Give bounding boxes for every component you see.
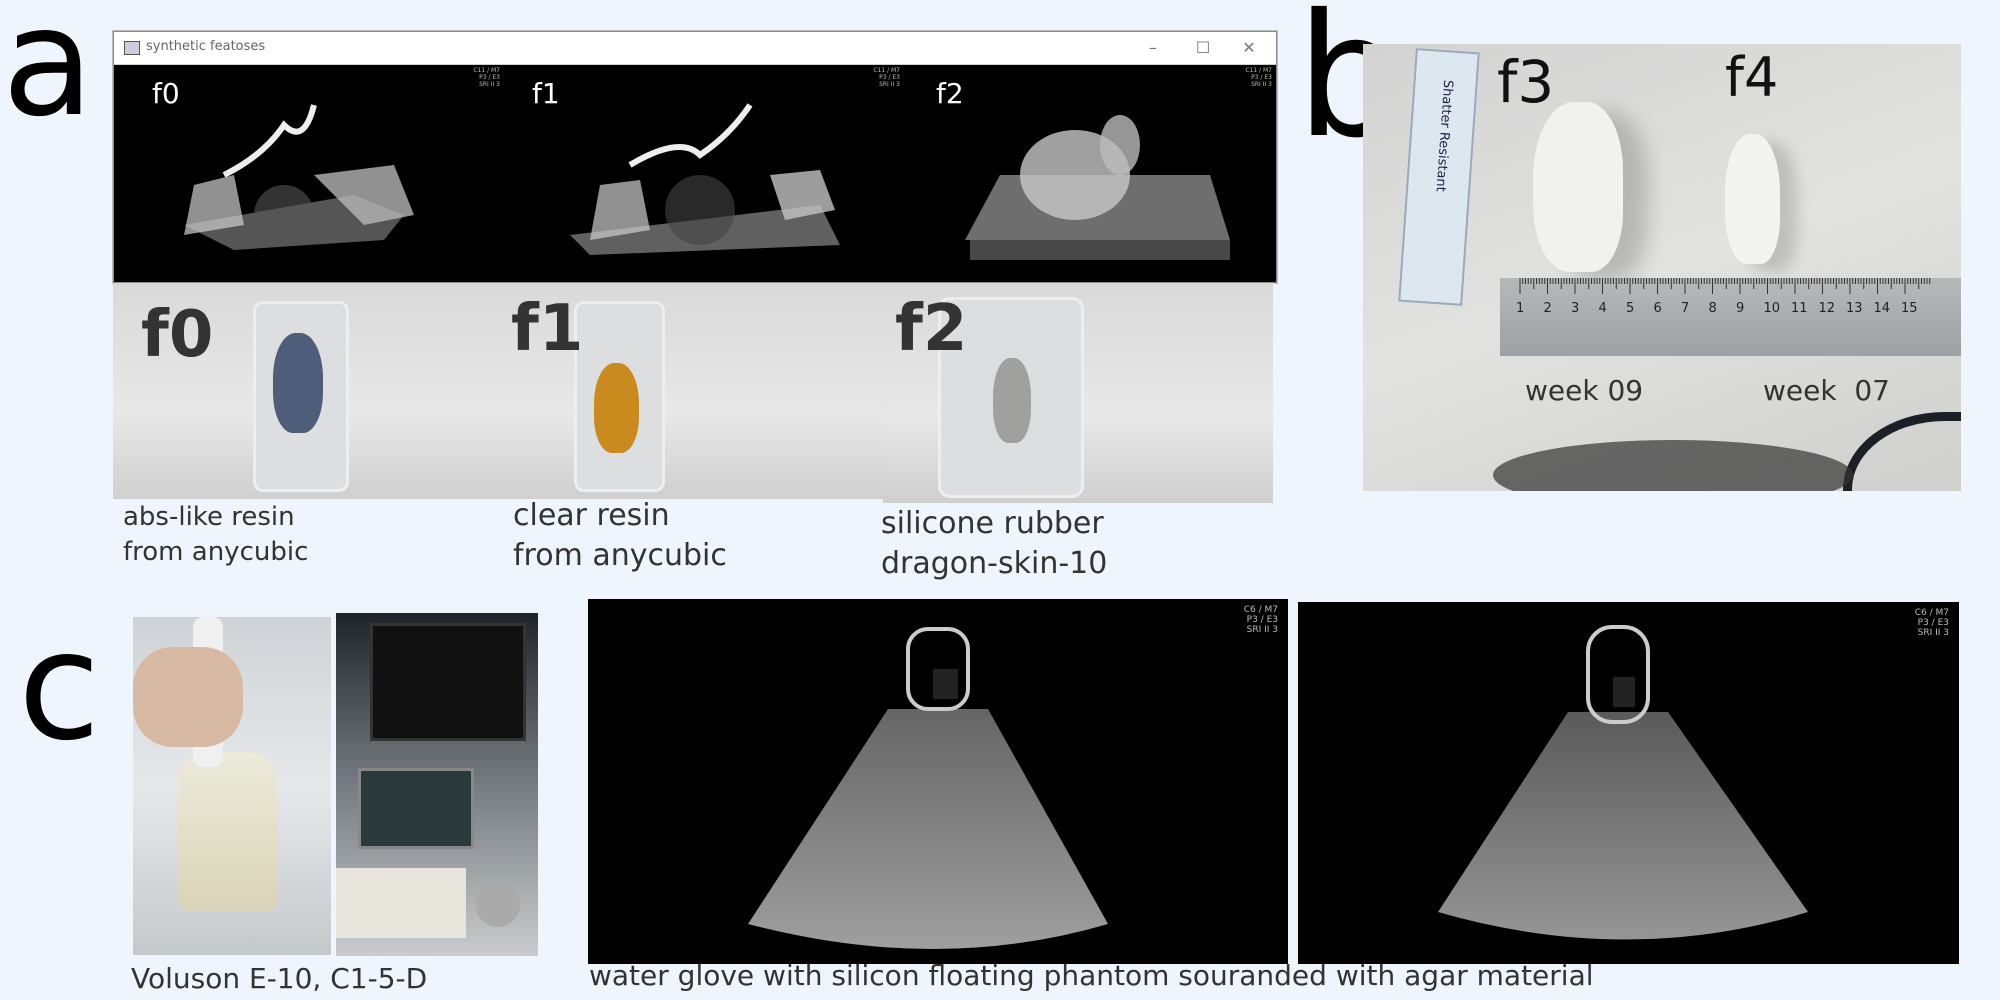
photo-label-f2: f2 bbox=[895, 292, 968, 366]
ultrasound-frame-f1: f1 C11 / M7 P3 / E3 SRI II 3 bbox=[510, 65, 906, 282]
ruler-number: 14 bbox=[1874, 301, 1891, 316]
ruler-number: 10 bbox=[1764, 301, 1781, 316]
phantom-photo-f1: f1 bbox=[499, 283, 883, 499]
frame-meta-f1: C11 / M7 P3 / E3 SRI II 3 bbox=[873, 67, 900, 88]
ruler-number: 1 bbox=[1516, 301, 1524, 316]
ultrasound-window: synthetic featoses – ☐ ✕ f0 C11 / M7 P3 … bbox=[113, 31, 1277, 283]
ruler-number: 12 bbox=[1819, 301, 1836, 316]
ultrasound-scan-f2 bbox=[965, 115, 1230, 260]
frame-label-f1: f1 bbox=[532, 77, 560, 110]
frame-label-f0: f0 bbox=[152, 77, 180, 110]
ultrasound-frame-f2: f2 C11 / M7 P3 / E3 SRI II 3 bbox=[910, 65, 1276, 282]
week-label-f3: week 09 bbox=[1525, 374, 1644, 407]
panel-label-a: a bbox=[2, 0, 94, 150]
ultrasound-scan-f1 bbox=[570, 103, 840, 255]
ruler-number: 9 bbox=[1736, 301, 1744, 316]
steel-ruler: 1 2 3 4 5 6 7 8 9 10 11 12 13 14 15 bbox=[1500, 278, 1961, 356]
phantom-photo-f0: f0 bbox=[113, 283, 499, 499]
cable bbox=[1843, 412, 1961, 491]
phantom-model-f3 bbox=[1533, 102, 1623, 272]
photo-label-f1: f1 bbox=[511, 292, 584, 366]
touch-panel bbox=[358, 768, 474, 849]
hand bbox=[133, 647, 243, 747]
material-caption-f0: abs-like resin from anycubic bbox=[123, 502, 309, 567]
scan-image-1: C6 / M7 P3 / E3 SRI II 3 bbox=[588, 599, 1288, 964]
material-caption-f1: clear resin from anycubic bbox=[513, 498, 727, 573]
scan-meta-1: C6 / M7 P3 / E3 SRI II 3 bbox=[1243, 605, 1278, 635]
phantom-photo-f2: f2 bbox=[883, 283, 1273, 503]
device-photo-probe bbox=[133, 617, 331, 955]
model-label-f3: f3 bbox=[1497, 48, 1555, 116]
glove-bottle bbox=[178, 752, 278, 912]
phantom-model-f2 bbox=[993, 358, 1031, 443]
ruler-ticks: 1 2 3 4 5 6 7 8 9 10 11 12 13 14 15 bbox=[1516, 278, 1931, 316]
ruler-number: 15 bbox=[1901, 301, 1918, 316]
panel-b-photo: Shatter Resistant f3 f4 1 2 3 4 5 6 7 8 9 10 11 12 1… bbox=[1363, 44, 1961, 491]
app-window-icon bbox=[124, 41, 140, 55]
ultrasound-fan-1 bbox=[748, 627, 1108, 949]
trackball-icon bbox=[476, 883, 520, 927]
model-label-f4: f4 bbox=[1725, 46, 1779, 109]
photo-label-f0: f0 bbox=[141, 298, 214, 372]
shadow bbox=[1493, 440, 1853, 491]
phantom-caption: water glove with silicon floating phanto… bbox=[589, 959, 1594, 992]
device-caption: Voluson E-10, C1-5-D bbox=[131, 962, 428, 995]
monitor-screen bbox=[370, 623, 526, 741]
keyboard bbox=[336, 868, 466, 938]
small-ruler: Shatter Resistant bbox=[1398, 48, 1480, 306]
small-ruler-text: Shatter Resistant bbox=[1432, 79, 1456, 193]
phantom-model-f4 bbox=[1725, 134, 1780, 264]
device-photo-voluson bbox=[336, 613, 538, 956]
ruler-number: 2 bbox=[1544, 301, 1552, 316]
window-title: synthetic featoses bbox=[146, 39, 266, 54]
phantom-model-f0 bbox=[273, 333, 323, 433]
frame-label-f2: f2 bbox=[936, 77, 964, 110]
ruler-number: 3 bbox=[1571, 301, 1579, 316]
ruler-number: 6 bbox=[1654, 301, 1662, 316]
frame-meta-f0: C11 / M7 P3 / E3 SRI II 3 bbox=[473, 67, 500, 88]
close-icon[interactable]: ✕ bbox=[1242, 38, 1256, 57]
material-caption-f2: silicone rubber dragon-skin-10 bbox=[881, 506, 1108, 581]
ruler-number: 8 bbox=[1709, 301, 1717, 316]
frame-meta-f2: C11 / M7 P3 / E3 SRI II 3 bbox=[1245, 67, 1272, 88]
ultrasound-scan-f0 bbox=[184, 104, 414, 250]
ultrasound-fan-2 bbox=[1438, 625, 1808, 940]
panel-label-c: c bbox=[18, 600, 101, 774]
phantom-model-f1 bbox=[594, 363, 639, 453]
maximize-icon[interactable]: ☐ bbox=[1195, 38, 1211, 57]
week-label-f4: week 07 bbox=[1763, 374, 1890, 407]
ruler-number: 5 bbox=[1626, 301, 1634, 316]
ruler-number: 13 bbox=[1846, 301, 1863, 316]
ultrasound-frame-f0: f0 C11 / M7 P3 / E3 SRI II 3 bbox=[114, 65, 506, 282]
scan-image-2: C6 / M7 P3 / E3 SRI II 3 bbox=[1298, 602, 1959, 964]
ruler-number: 7 bbox=[1681, 301, 1689, 316]
ruler-number: 11 bbox=[1791, 301, 1808, 316]
window-titlebar[interactable]: synthetic featoses – ☐ ✕ bbox=[114, 32, 1276, 65]
minimize-icon[interactable]: – bbox=[1149, 38, 1157, 57]
scan-meta-2: C6 / M7 P3 / E3 SRI II 3 bbox=[1914, 608, 1949, 638]
ruler-number: 4 bbox=[1599, 301, 1607, 316]
